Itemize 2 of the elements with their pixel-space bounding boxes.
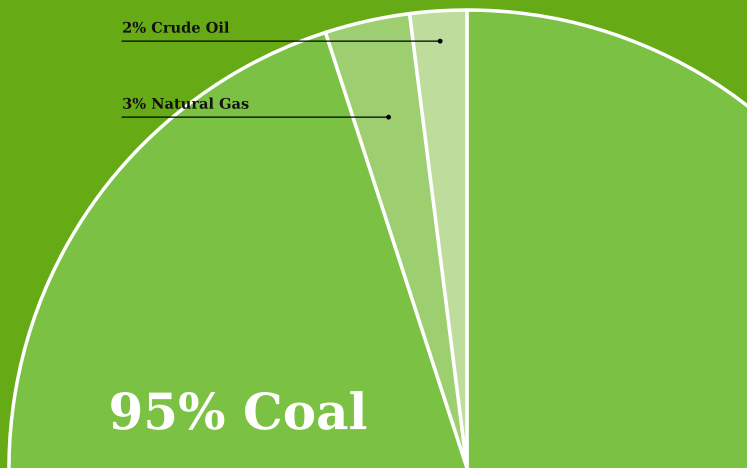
slice-label: 2% Crude Oil	[123, 22, 230, 33]
slice-label: 95% Coal	[111, 391, 366, 430]
